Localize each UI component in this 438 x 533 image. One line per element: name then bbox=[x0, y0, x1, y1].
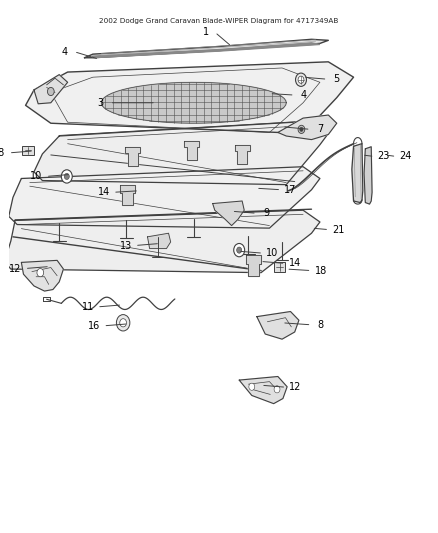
Polygon shape bbox=[184, 141, 199, 160]
Circle shape bbox=[296, 73, 307, 86]
Circle shape bbox=[237, 247, 242, 253]
Text: 8: 8 bbox=[318, 320, 324, 330]
FancyBboxPatch shape bbox=[22, 146, 34, 155]
Circle shape bbox=[274, 386, 280, 393]
Text: 24: 24 bbox=[399, 151, 412, 161]
Polygon shape bbox=[21, 260, 64, 291]
Polygon shape bbox=[246, 255, 261, 276]
Text: 2002 Dodge Grand Caravan Blade-WIPER Diagram for 4717349AB: 2002 Dodge Grand Caravan Blade-WIPER Dia… bbox=[99, 18, 339, 25]
Text: 3: 3 bbox=[97, 98, 103, 108]
Text: 12: 12 bbox=[290, 382, 302, 392]
Polygon shape bbox=[148, 233, 171, 248]
Text: 17: 17 bbox=[284, 185, 297, 195]
Polygon shape bbox=[364, 147, 372, 204]
Polygon shape bbox=[93, 43, 320, 58]
Polygon shape bbox=[235, 145, 250, 164]
Text: 7: 7 bbox=[317, 124, 323, 134]
Polygon shape bbox=[278, 115, 337, 140]
Polygon shape bbox=[9, 167, 320, 228]
Polygon shape bbox=[4, 210, 320, 273]
Circle shape bbox=[47, 87, 54, 95]
FancyBboxPatch shape bbox=[274, 262, 286, 272]
Text: 10: 10 bbox=[30, 172, 42, 181]
Text: 13: 13 bbox=[120, 240, 132, 251]
Text: 4: 4 bbox=[62, 46, 68, 56]
Circle shape bbox=[64, 173, 69, 180]
Text: 9: 9 bbox=[263, 208, 269, 219]
Circle shape bbox=[234, 244, 245, 257]
Text: 21: 21 bbox=[332, 224, 345, 235]
Polygon shape bbox=[239, 376, 287, 403]
Circle shape bbox=[298, 76, 304, 83]
Polygon shape bbox=[352, 144, 363, 203]
Text: 10: 10 bbox=[266, 248, 279, 258]
Circle shape bbox=[300, 127, 303, 132]
Polygon shape bbox=[120, 184, 135, 205]
Polygon shape bbox=[25, 62, 353, 133]
Circle shape bbox=[61, 170, 72, 183]
Text: 16: 16 bbox=[88, 321, 100, 331]
Circle shape bbox=[120, 319, 127, 327]
Text: 4: 4 bbox=[301, 90, 307, 100]
Text: 18: 18 bbox=[314, 265, 327, 276]
Polygon shape bbox=[213, 201, 244, 225]
Polygon shape bbox=[34, 75, 67, 104]
Text: 18: 18 bbox=[0, 148, 6, 158]
Circle shape bbox=[117, 314, 130, 331]
Text: 23: 23 bbox=[378, 151, 390, 161]
Polygon shape bbox=[101, 82, 286, 123]
Polygon shape bbox=[34, 121, 328, 184]
Text: 1: 1 bbox=[202, 27, 208, 37]
Polygon shape bbox=[85, 39, 328, 58]
Text: 5: 5 bbox=[334, 74, 340, 84]
Circle shape bbox=[249, 383, 255, 390]
Text: 12: 12 bbox=[9, 263, 21, 273]
Circle shape bbox=[298, 125, 305, 133]
Text: 14: 14 bbox=[289, 259, 301, 269]
Polygon shape bbox=[125, 147, 140, 166]
Text: 14: 14 bbox=[98, 187, 110, 197]
Text: 11: 11 bbox=[81, 302, 94, 312]
Circle shape bbox=[37, 269, 44, 277]
Polygon shape bbox=[257, 311, 299, 339]
